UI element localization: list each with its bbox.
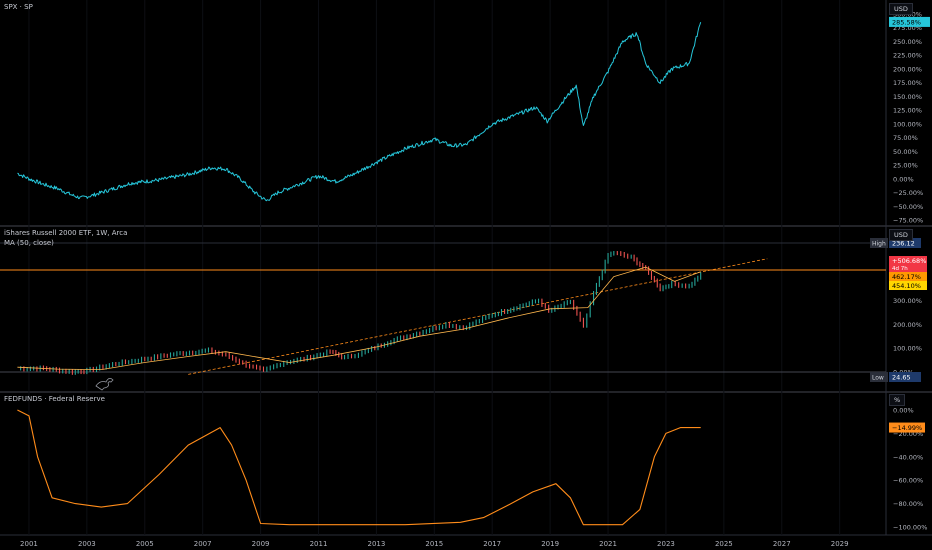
iwm-price-badge-label: +506.68% <box>892 257 926 265</box>
tradingview-logo-icon <box>95 378 114 391</box>
high-value-text: 236.12 <box>892 240 915 248</box>
spx-y-tick-label: −50.00% <box>893 203 923 211</box>
fedfunds-line <box>17 409 701 526</box>
iwm-y-tick-label: 100.00% <box>893 345 922 353</box>
spx-y-tick-label: 50.00% <box>893 148 918 156</box>
spx-price-badge-label: 285.58% <box>892 18 921 26</box>
spx-line <box>17 22 702 202</box>
x-axis-tick-label: 2001 <box>20 540 38 548</box>
spx-y-tick-label: 150.00% <box>893 93 922 101</box>
ma-indicator-label[interactable]: MA (50, close) <box>4 239 54 247</box>
spx-pane-title[interactable]: SPX · SP <box>4 3 33 11</box>
spx-y-tick-label: 125.00% <box>893 107 922 115</box>
iwm-y-tick-label: 300.00% <box>893 297 922 305</box>
high-label-text: High <box>872 241 886 248</box>
high-value-badge <box>889 238 921 248</box>
fedfunds-y-tick-label: 0.00% <box>893 407 914 415</box>
x-axis-tick-label: 2015 <box>425 540 443 548</box>
fedfunds-value-badge <box>889 422 925 433</box>
fedfunds-unit-button[interactable]: % <box>889 394 906 406</box>
x-axis-tick-label: 2029 <box>831 540 849 548</box>
ma-value-badge-label: 454.10% <box>892 282 921 290</box>
x-axis-tick-label: 2009 <box>252 540 270 548</box>
spx-y-tick-label: 275.00% <box>893 24 922 32</box>
fedfunds-y-tick-label: −60.00% <box>893 477 923 485</box>
iwm-y-tick-label: 200.00% <box>893 321 922 329</box>
x-axis-tick-label: 2021 <box>599 540 617 548</box>
level-badge-label: 462.17% <box>892 273 921 281</box>
iwm-price-badge <box>889 256 927 272</box>
low-value-text: 24.65 <box>892 374 911 382</box>
iwm-currency-button[interactable]: USD <box>889 229 913 241</box>
x-axis-tick-label: 2007 <box>194 540 212 548</box>
spx-y-tick-label: 0.00% <box>893 175 914 183</box>
fedfunds-y-tick-label: −20.00% <box>893 430 923 438</box>
x-axis-tick-label: 2011 <box>310 540 328 548</box>
fedfunds-y-tick-label: −40.00% <box>893 453 923 461</box>
x-axis-tick-label: 2027 <box>773 540 791 548</box>
spx-y-tick-label: 200.00% <box>893 65 922 73</box>
spx-y-tick-label: 100.00% <box>893 120 922 128</box>
fedfunds-value-badge-label: −14.99% <box>892 424 922 432</box>
fedfunds-y-tick-label: −100.00% <box>893 524 927 532</box>
high-label-badge <box>870 238 888 248</box>
spx-y-tick-label: 225.00% <box>893 52 922 60</box>
spx-y-tick-label: 25.00% <box>893 162 918 170</box>
ma-value-badge <box>889 281 927 290</box>
low-label-text: Low <box>872 375 884 382</box>
spx-y-tick-label: 250.00% <box>893 38 922 46</box>
low-value-badge <box>889 372 921 382</box>
x-axis-tick-label: 2023 <box>657 540 675 548</box>
spx-price-badge <box>889 16 930 27</box>
spx-y-tick-label: −75.00% <box>893 217 923 225</box>
x-axis-tick-label: 2025 <box>715 540 733 548</box>
x-axis-tick-label: 2005 <box>136 540 154 548</box>
spx-y-tick-label: −25.00% <box>893 189 923 197</box>
iwm-countdown-label: 4d 7h <box>892 266 908 272</box>
iwm-pane-title[interactable]: iShares Russell 2000 ETF, 1W, Arca <box>4 229 128 237</box>
spx-y-tick-label: 175.00% <box>893 79 922 87</box>
fedfunds-pane-title[interactable]: FEDFUNDS · Federal Reserve <box>4 395 105 403</box>
x-axis-tick-label: 2003 <box>78 540 96 548</box>
fedfunds-y-tick-label: −80.00% <box>893 500 923 508</box>
level-badge <box>889 272 927 281</box>
low-label-badge <box>870 372 888 382</box>
x-axis-tick-label: 2019 <box>541 540 559 548</box>
ma-50-line <box>17 266 701 370</box>
spx-y-tick-label: 75.00% <box>893 134 918 142</box>
x-axis-tick-label: 2017 <box>483 540 501 548</box>
trend-line <box>188 258 768 375</box>
spx-currency-button[interactable]: USD <box>889 3 913 15</box>
x-axis-tick-label: 2013 <box>367 540 385 548</box>
